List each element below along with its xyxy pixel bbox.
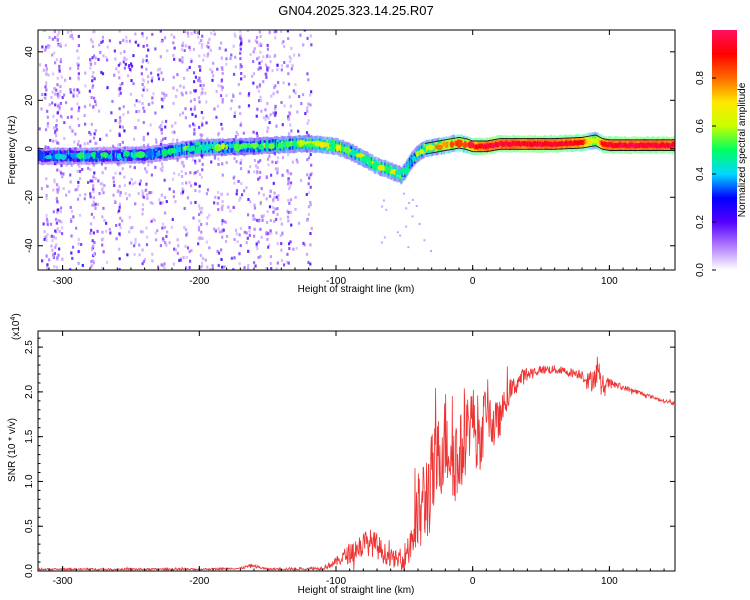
spectrogram-y-tick-label: 40 [24, 46, 35, 58]
spectrogram-noise [38, 30, 433, 270]
spectrogram-x-tick-label: -300 [53, 276, 73, 287]
snr-scale-note: (x104) [10, 313, 22, 340]
spectrogram-x-tick-label: -200 [189, 276, 209, 287]
spectrogram-y-tick-label: -20 [24, 190, 35, 205]
spectrogram-y-axis: -40 -20 0 20 40 [24, 46, 675, 253]
snr-y-tick-label: 0.0 [24, 564, 35, 578]
colorbar-tick-label: 0.0 [695, 263, 706, 277]
snr-y-tick-label: 1.5 [24, 429, 35, 443]
spectrogram-y-tick-label: 0 [24, 146, 35, 152]
spectrogram-x-label: Height of straight line (km) [298, 284, 415, 295]
snr-x-tick-label: 100 [601, 576, 618, 587]
snr-x-tick-label: -200 [189, 576, 209, 587]
colorbar-tick-label: 0.8 [695, 71, 706, 85]
colorbar-tick-label: 0.6 [695, 119, 706, 133]
spectrogram-x-tick-label: -100 [326, 276, 346, 287]
spectrogram-signal-band [38, 131, 675, 185]
snr-x-tick-label: 0 [470, 576, 476, 587]
colorbar-tick-label: 0.4 [695, 167, 706, 181]
snr-y-tick-label: 2.0 [24, 385, 35, 399]
snr-panel: -300 -200 -100 0 100 0.0 0.5 1.0 1.5 2.0 2.5 Heig… [7, 313, 676, 596]
spectrogram-band-blobs [38, 139, 474, 176]
colorbar: 0.0 0.2 0.4 0.6 0.8 Normalized spectral ampl… [695, 30, 748, 277]
snr-x-tick-label: -300 [53, 576, 73, 587]
band-lower-edge [424, 145, 675, 155]
spectrogram-frame [37, 29, 676, 271]
spectrogram-y-tick-label: 20 [24, 94, 35, 106]
snr-x-axis: -300 -200 -100 0 100 [48, 331, 665, 587]
colorbar-label: Normalized spectral amplitude [737, 82, 748, 217]
spectrogram-y-label: Frequency (Hz) [7, 116, 18, 185]
snr-scale-exponent: 4 [10, 317, 17, 321]
snr-frame [37, 330, 676, 572]
spectrogram-x-tick-label: 0 [470, 276, 476, 287]
figure-title: GN04.2025.323.14.25.R07 [278, 3, 433, 18]
spectrogram-heatmap [38, 30, 675, 270]
spectrogram-y-tick-label: -40 [24, 238, 35, 253]
snr-y-axis: 0.0 0.5 1.0 1.5 2.0 2.5 [24, 337, 675, 578]
spectrogram-x-axis: -300 -200 -100 0 100 [48, 30, 665, 287]
colorbar-tick-label: 0.2 [695, 215, 706, 229]
colorbar-scale [712, 30, 737, 270]
spectrogram-band-edges [424, 134, 675, 155]
snr-y-tick-label: 1.0 [24, 474, 35, 488]
snr-y-tick-label: 2.5 [24, 340, 35, 354]
snr-y-label: SNR (10 * v/v) [7, 418, 18, 482]
spectrogram-x-tick-label: 100 [601, 276, 618, 287]
colorbar-ticks: 0.0 0.2 0.4 0.6 0.8 [695, 71, 716, 277]
snr-x-tick-label: -100 [326, 576, 346, 587]
snr-scale-prefix: (x10 [11, 320, 22, 340]
snr-x-label: Height of straight line (km) [298, 585, 415, 596]
band-upper-edge [424, 134, 675, 144]
snr-y-tick-label: 0.5 [24, 519, 35, 533]
svg-text:(x104): (x104) [10, 313, 22, 340]
